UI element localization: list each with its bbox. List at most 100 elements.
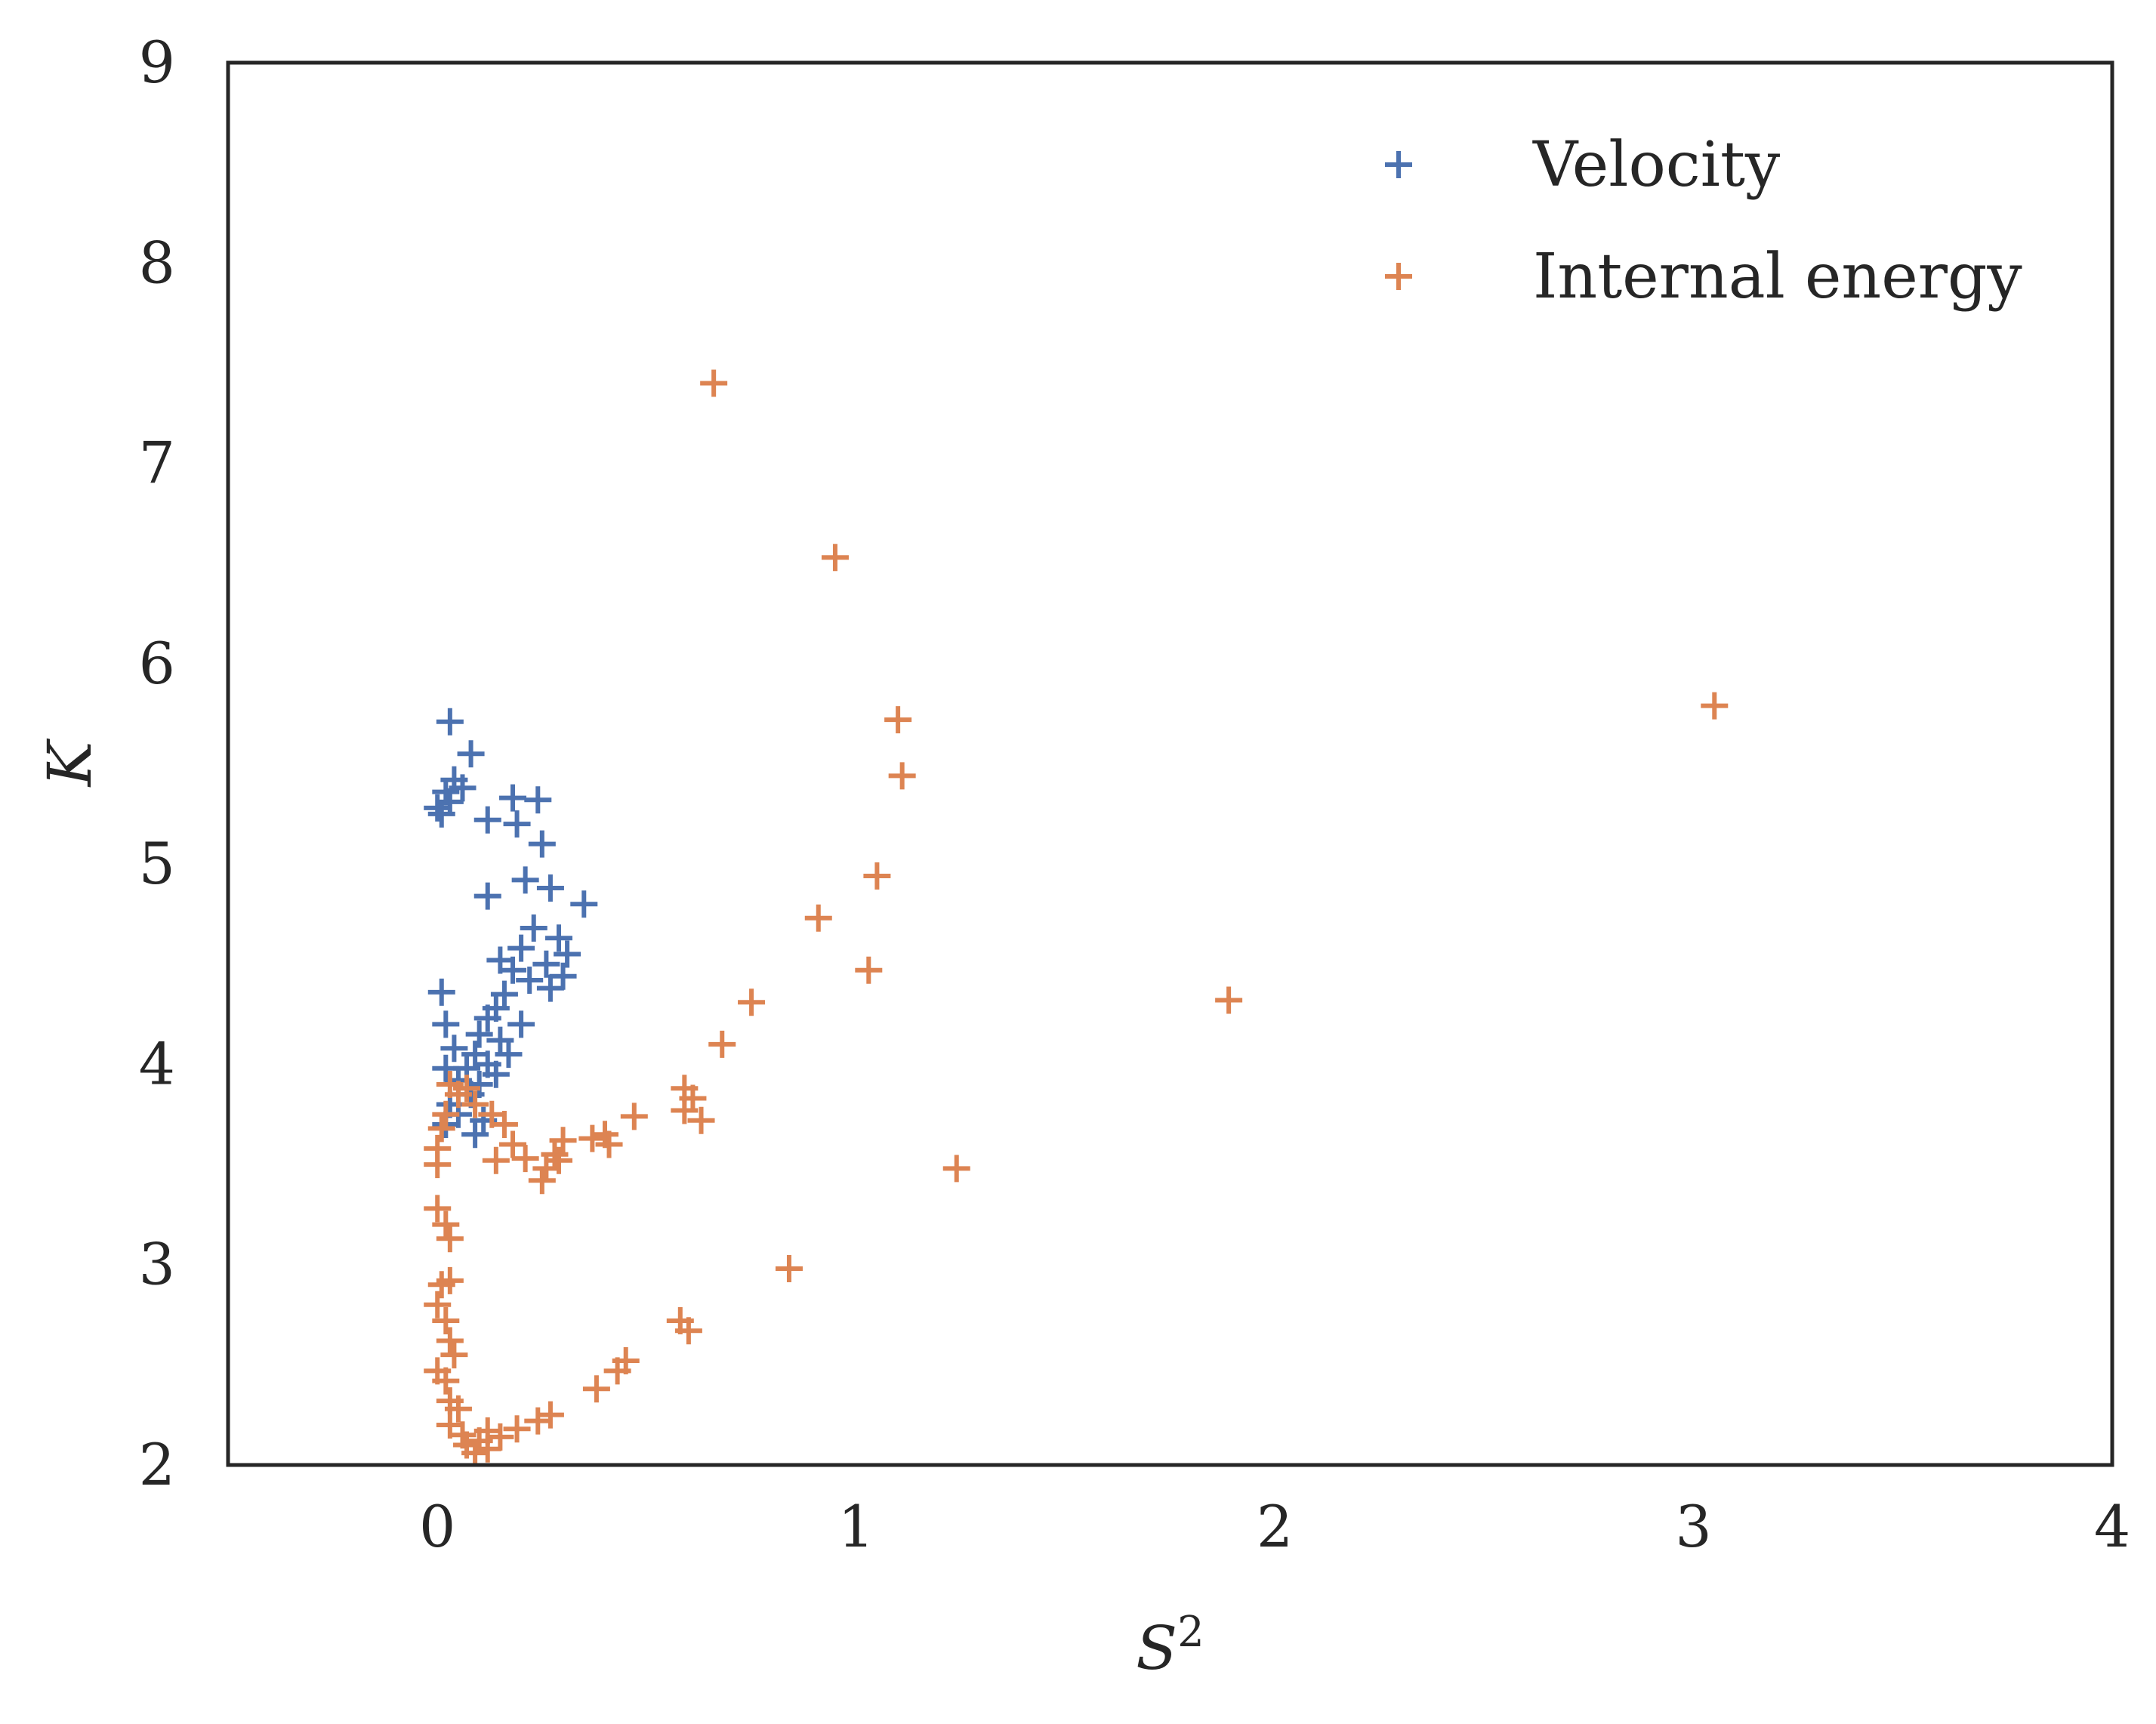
data-point-internal-energy <box>436 1070 464 1098</box>
data-point-internal-energy <box>432 1100 460 1128</box>
data-point-internal-energy <box>444 1395 472 1423</box>
data-point-velocity <box>461 1041 489 1069</box>
data-point-internal-energy <box>620 1103 648 1130</box>
data-point-internal-energy <box>888 762 916 790</box>
data-point-velocity <box>507 934 535 962</box>
data-point-internal-energy <box>436 1266 464 1294</box>
data-point-velocity <box>432 1054 460 1082</box>
data-point-velocity <box>545 924 573 952</box>
data-point-internal-energy <box>427 1115 455 1143</box>
data-point-velocity <box>461 1121 489 1149</box>
data-point-velocity <box>490 980 518 1008</box>
legend-marker-internal-energy <box>1385 263 1412 290</box>
data-point-velocity <box>473 1050 501 1078</box>
data-point-velocity <box>436 788 464 816</box>
data-point-internal-energy <box>478 1100 506 1128</box>
data-point-velocity <box>440 766 468 794</box>
data-point-internal-energy <box>444 1081 472 1109</box>
data-point-velocity <box>495 1041 523 1069</box>
data-point-internal-energy <box>942 1155 970 1183</box>
data-point-velocity <box>516 967 544 995</box>
data-point-internal-energy <box>503 1415 531 1443</box>
data-point-internal-energy <box>424 1134 452 1162</box>
data-point-internal-energy <box>490 1111 518 1139</box>
data-point-internal-energy <box>424 1357 452 1385</box>
data-point-internal-energy <box>708 1030 736 1058</box>
data-point-internal-energy <box>671 1096 699 1124</box>
y-tick-label: 6 <box>139 630 175 697</box>
data-point-velocity <box>482 995 510 1022</box>
x-axis-label: S2 <box>1136 1608 1204 1683</box>
data-point-internal-energy <box>436 1225 464 1253</box>
data-point-internal-energy <box>536 1401 564 1429</box>
plot-frame <box>226 60 2114 1467</box>
data-point-internal-energy <box>461 1439 489 1467</box>
data-point-internal-energy <box>545 1146 573 1174</box>
data-point-internal-energy <box>432 1306 460 1334</box>
x-axis-label-superscript: 2 <box>1177 1608 1204 1657</box>
data-point-internal-energy <box>528 1167 556 1195</box>
ticks-layer: 0 1 2 3 4 2 3 4 5 6 7 8 9 <box>139 29 2131 1560</box>
data-point-internal-energy <box>436 1411 464 1439</box>
data-point-internal-energy <box>687 1106 715 1134</box>
data-point-velocity <box>473 806 501 834</box>
data-point-internal-energy <box>612 1347 640 1375</box>
data-point-internal-energy <box>482 1146 510 1174</box>
data-point-velocity <box>432 1010 460 1038</box>
data-point-internal-energy <box>432 1367 460 1395</box>
x-tick-label: 1 <box>837 1493 874 1560</box>
data-point-internal-energy <box>603 1357 631 1385</box>
data-point-internal-energy <box>473 1435 501 1463</box>
data-point-internal-energy <box>453 1431 481 1459</box>
data-point-internal-energy <box>453 1075 481 1103</box>
legend-marker-velocity <box>1385 151 1412 178</box>
data-point-velocity <box>427 800 455 828</box>
data-point-velocity <box>511 866 539 894</box>
data-point-internal-energy <box>671 1075 699 1103</box>
data-point-internal-energy <box>674 1317 702 1345</box>
data-point-internal-energy <box>666 1306 694 1334</box>
data-point-internal-energy <box>884 706 912 734</box>
data-point-internal-energy <box>449 1421 477 1449</box>
data-point-velocity <box>444 1066 472 1094</box>
data-point-internal-energy <box>775 1255 803 1283</box>
data-point-velocity <box>432 778 460 806</box>
x-tick-label: 0 <box>419 1493 455 1560</box>
data-point-velocity <box>528 830 556 858</box>
data-point-internal-energy <box>863 862 891 890</box>
data-point-velocity <box>436 708 464 736</box>
data-point-internal-energy <box>541 1140 569 1168</box>
data-point-velocity <box>436 1090 464 1118</box>
data-point-internal-energy <box>1701 692 1729 720</box>
data-point-velocity <box>499 784 527 812</box>
data-point-velocity <box>449 774 477 802</box>
data-point-velocity <box>520 914 547 942</box>
data-point-velocity <box>457 740 485 768</box>
data-point-velocity <box>465 1020 493 1048</box>
data-point-internal-energy <box>436 1387 464 1415</box>
x-tick-label: 3 <box>1675 1493 1711 1560</box>
data-point-internal-energy <box>524 1407 552 1435</box>
data-point-velocity <box>486 1026 514 1054</box>
x-tick-label: 4 <box>2094 1493 2130 1560</box>
data-point-internal-energy <box>436 1327 464 1355</box>
y-tick-label: 4 <box>139 1030 175 1097</box>
data-point-internal-energy <box>432 1211 460 1238</box>
data-point-internal-energy <box>440 1341 468 1369</box>
x-axis-label-base: S <box>1136 1613 1177 1683</box>
data-point-velocity <box>554 940 581 968</box>
data-point-velocity <box>482 1060 510 1088</box>
data-point-velocity <box>473 1004 501 1032</box>
data-point-internal-energy <box>578 1124 606 1152</box>
data-point-velocity <box>507 1010 535 1038</box>
data-point-velocity <box>549 962 577 990</box>
data-point-internal-energy <box>486 1423 514 1451</box>
data-point-velocity <box>499 956 527 984</box>
x-tick-label: 2 <box>1257 1493 1293 1560</box>
data-point-velocity <box>570 890 598 918</box>
data-point-velocity <box>524 786 552 814</box>
data-point-internal-energy <box>549 1127 577 1155</box>
data-point-velocity <box>427 978 455 1006</box>
data-point-internal-energy <box>821 544 849 572</box>
